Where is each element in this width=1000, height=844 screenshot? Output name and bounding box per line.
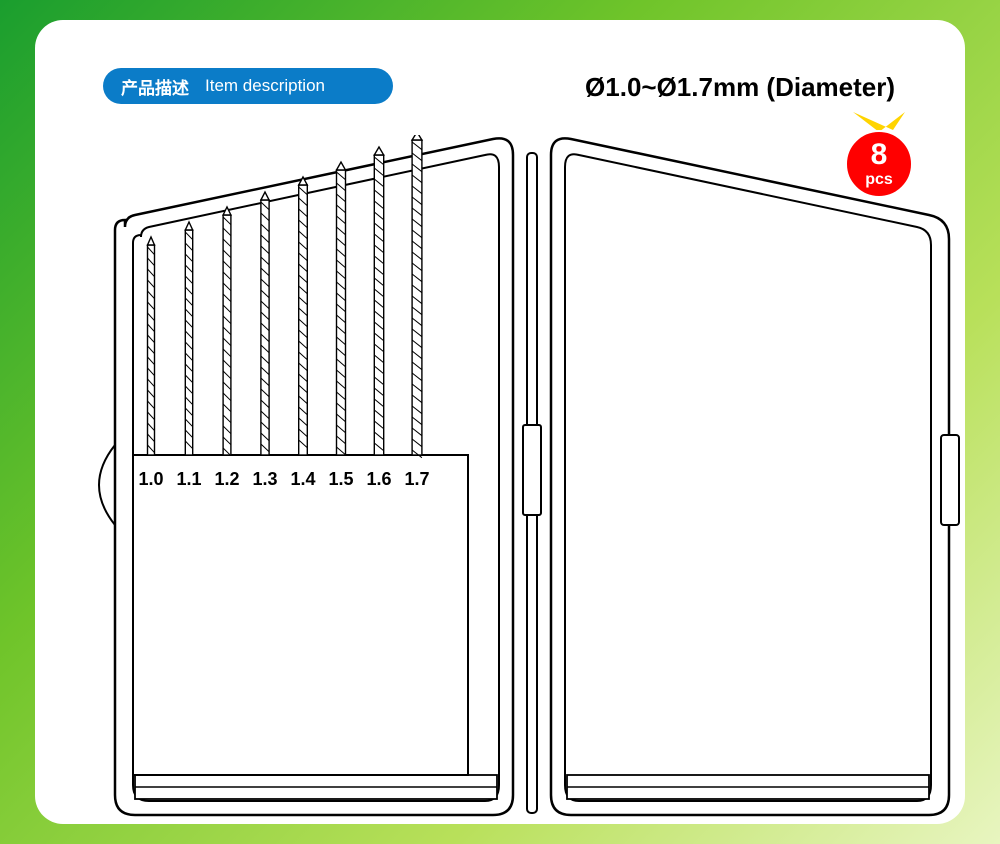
badge-highlight-icon xyxy=(853,112,905,132)
latch-left-icon xyxy=(99,445,115,525)
drill-size-label: 1.3 xyxy=(252,469,277,489)
content-panel: 产品描述 Item description Ø1.0~Ø1.7mm (Diame… xyxy=(35,20,965,824)
drill-size-label: 1.5 xyxy=(328,469,353,489)
drill-size-label: 1.4 xyxy=(290,469,315,489)
case-right-outer xyxy=(551,138,949,815)
drill-size-label: 1.0 xyxy=(138,469,163,489)
diameter-title: Ø1.0~Ø1.7mm (Diameter) xyxy=(585,72,895,103)
drill-bit xyxy=(374,155,383,455)
latch-right-icon xyxy=(941,435,959,525)
case-hinge-tab xyxy=(523,425,541,515)
drill-bit xyxy=(337,170,346,455)
drill-case-diagram: 1.0 1.1 1.2 1.3 1.4 1.5 1.6 1.7 xyxy=(93,135,973,835)
drill-size-label: 1.2 xyxy=(214,469,239,489)
drill-bit-tip-icon xyxy=(412,135,422,140)
drill-bit-tip-icon xyxy=(337,162,346,170)
drill-size-label: 1.1 xyxy=(176,469,201,489)
description-header-pill: 产品描述 Item description xyxy=(103,68,393,104)
drill-size-label: 1.7 xyxy=(404,469,429,489)
drill-bit-tip-icon xyxy=(374,147,383,155)
gradient-frame: 产品描述 Item description Ø1.0~Ø1.7mm (Diame… xyxy=(0,0,1000,844)
bit-holder-panel xyxy=(133,455,468,775)
header-label-cn: 产品描述 xyxy=(121,74,189,99)
header-label-en: Item description xyxy=(205,76,325,96)
drill-size-label: 1.6 xyxy=(366,469,391,489)
